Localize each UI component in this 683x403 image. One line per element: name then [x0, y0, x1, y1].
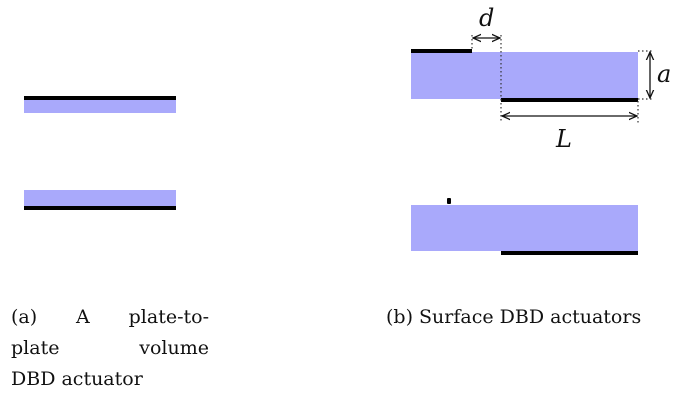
upper-dielectric-slab [411, 52, 638, 99]
thickness-label: a [657, 60, 671, 88]
gap-label: d [479, 4, 494, 32]
caption-a-line: plate volume [11, 337, 209, 359]
lower-encapsulated-electrode [501, 251, 638, 255]
caption-surface-actuators: (b) Surface DBD actuators [386, 306, 642, 328]
top-electrode [24, 96, 176, 100]
encapsulated-electrode [501, 98, 638, 102]
lower-dielectric-slab [411, 205, 638, 251]
caption-a-line: (a) A plate-to- [11, 306, 209, 328]
surface-dbd-actuator-dimensioned: d a L [411, 4, 671, 153]
caption-a-line: DBD actuator [11, 368, 143, 390]
caption-volume-actuator: (a) A plate-to- plate volume DBD actuato… [11, 302, 209, 395]
length-label: L [555, 125, 572, 153]
volume-dbd-actuator [24, 96, 176, 210]
bottom-dielectric-layer [24, 190, 176, 208]
bottom-electrode [24, 206, 176, 210]
surface-dbd-actuator-thin-electrode [411, 198, 638, 255]
thin-exposed-electrode [447, 198, 451, 204]
exposed-electrode [411, 49, 472, 53]
top-dielectric-layer [24, 97, 176, 113]
